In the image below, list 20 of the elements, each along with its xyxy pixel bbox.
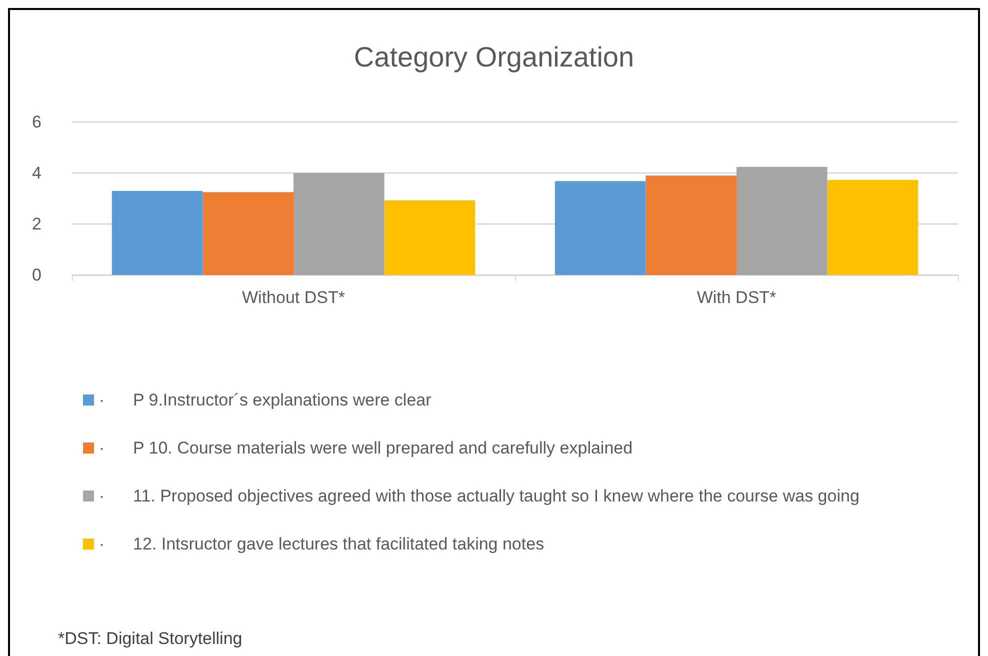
bar	[294, 173, 384, 275]
y-tick-label: 6	[32, 112, 42, 132]
legend-label: · P 9.Instructor´s explanations were clear	[99, 390, 432, 410]
bar	[554, 181, 646, 275]
text: *DST: Digital Storytelling	[58, 629, 242, 648]
chart-title: Category Organization	[354, 42, 634, 72]
legend-label: · P 10. Course materials were well prepared and carefully explained	[99, 438, 633, 458]
bar	[827, 180, 918, 275]
x-tick-label: With DST*	[696, 288, 777, 307]
y-tick-label: 4	[32, 164, 42, 182]
y-tick-label: 2	[32, 214, 42, 234]
legend-label: · 12. Intsructor gave lectures that facilitated taking notes	[99, 534, 544, 554]
x-tick-label: Without DST*	[242, 288, 346, 307]
bar	[202, 192, 294, 275]
bar	[112, 190, 203, 275]
legend-label: · 11. Proposed objectives agreed with those actually taught so I knew where the course was going	[99, 486, 860, 506]
bar	[646, 176, 736, 275]
bar	[736, 166, 828, 275]
y-tick-label: 0	[32, 266, 42, 284]
bar	[384, 200, 476, 275]
